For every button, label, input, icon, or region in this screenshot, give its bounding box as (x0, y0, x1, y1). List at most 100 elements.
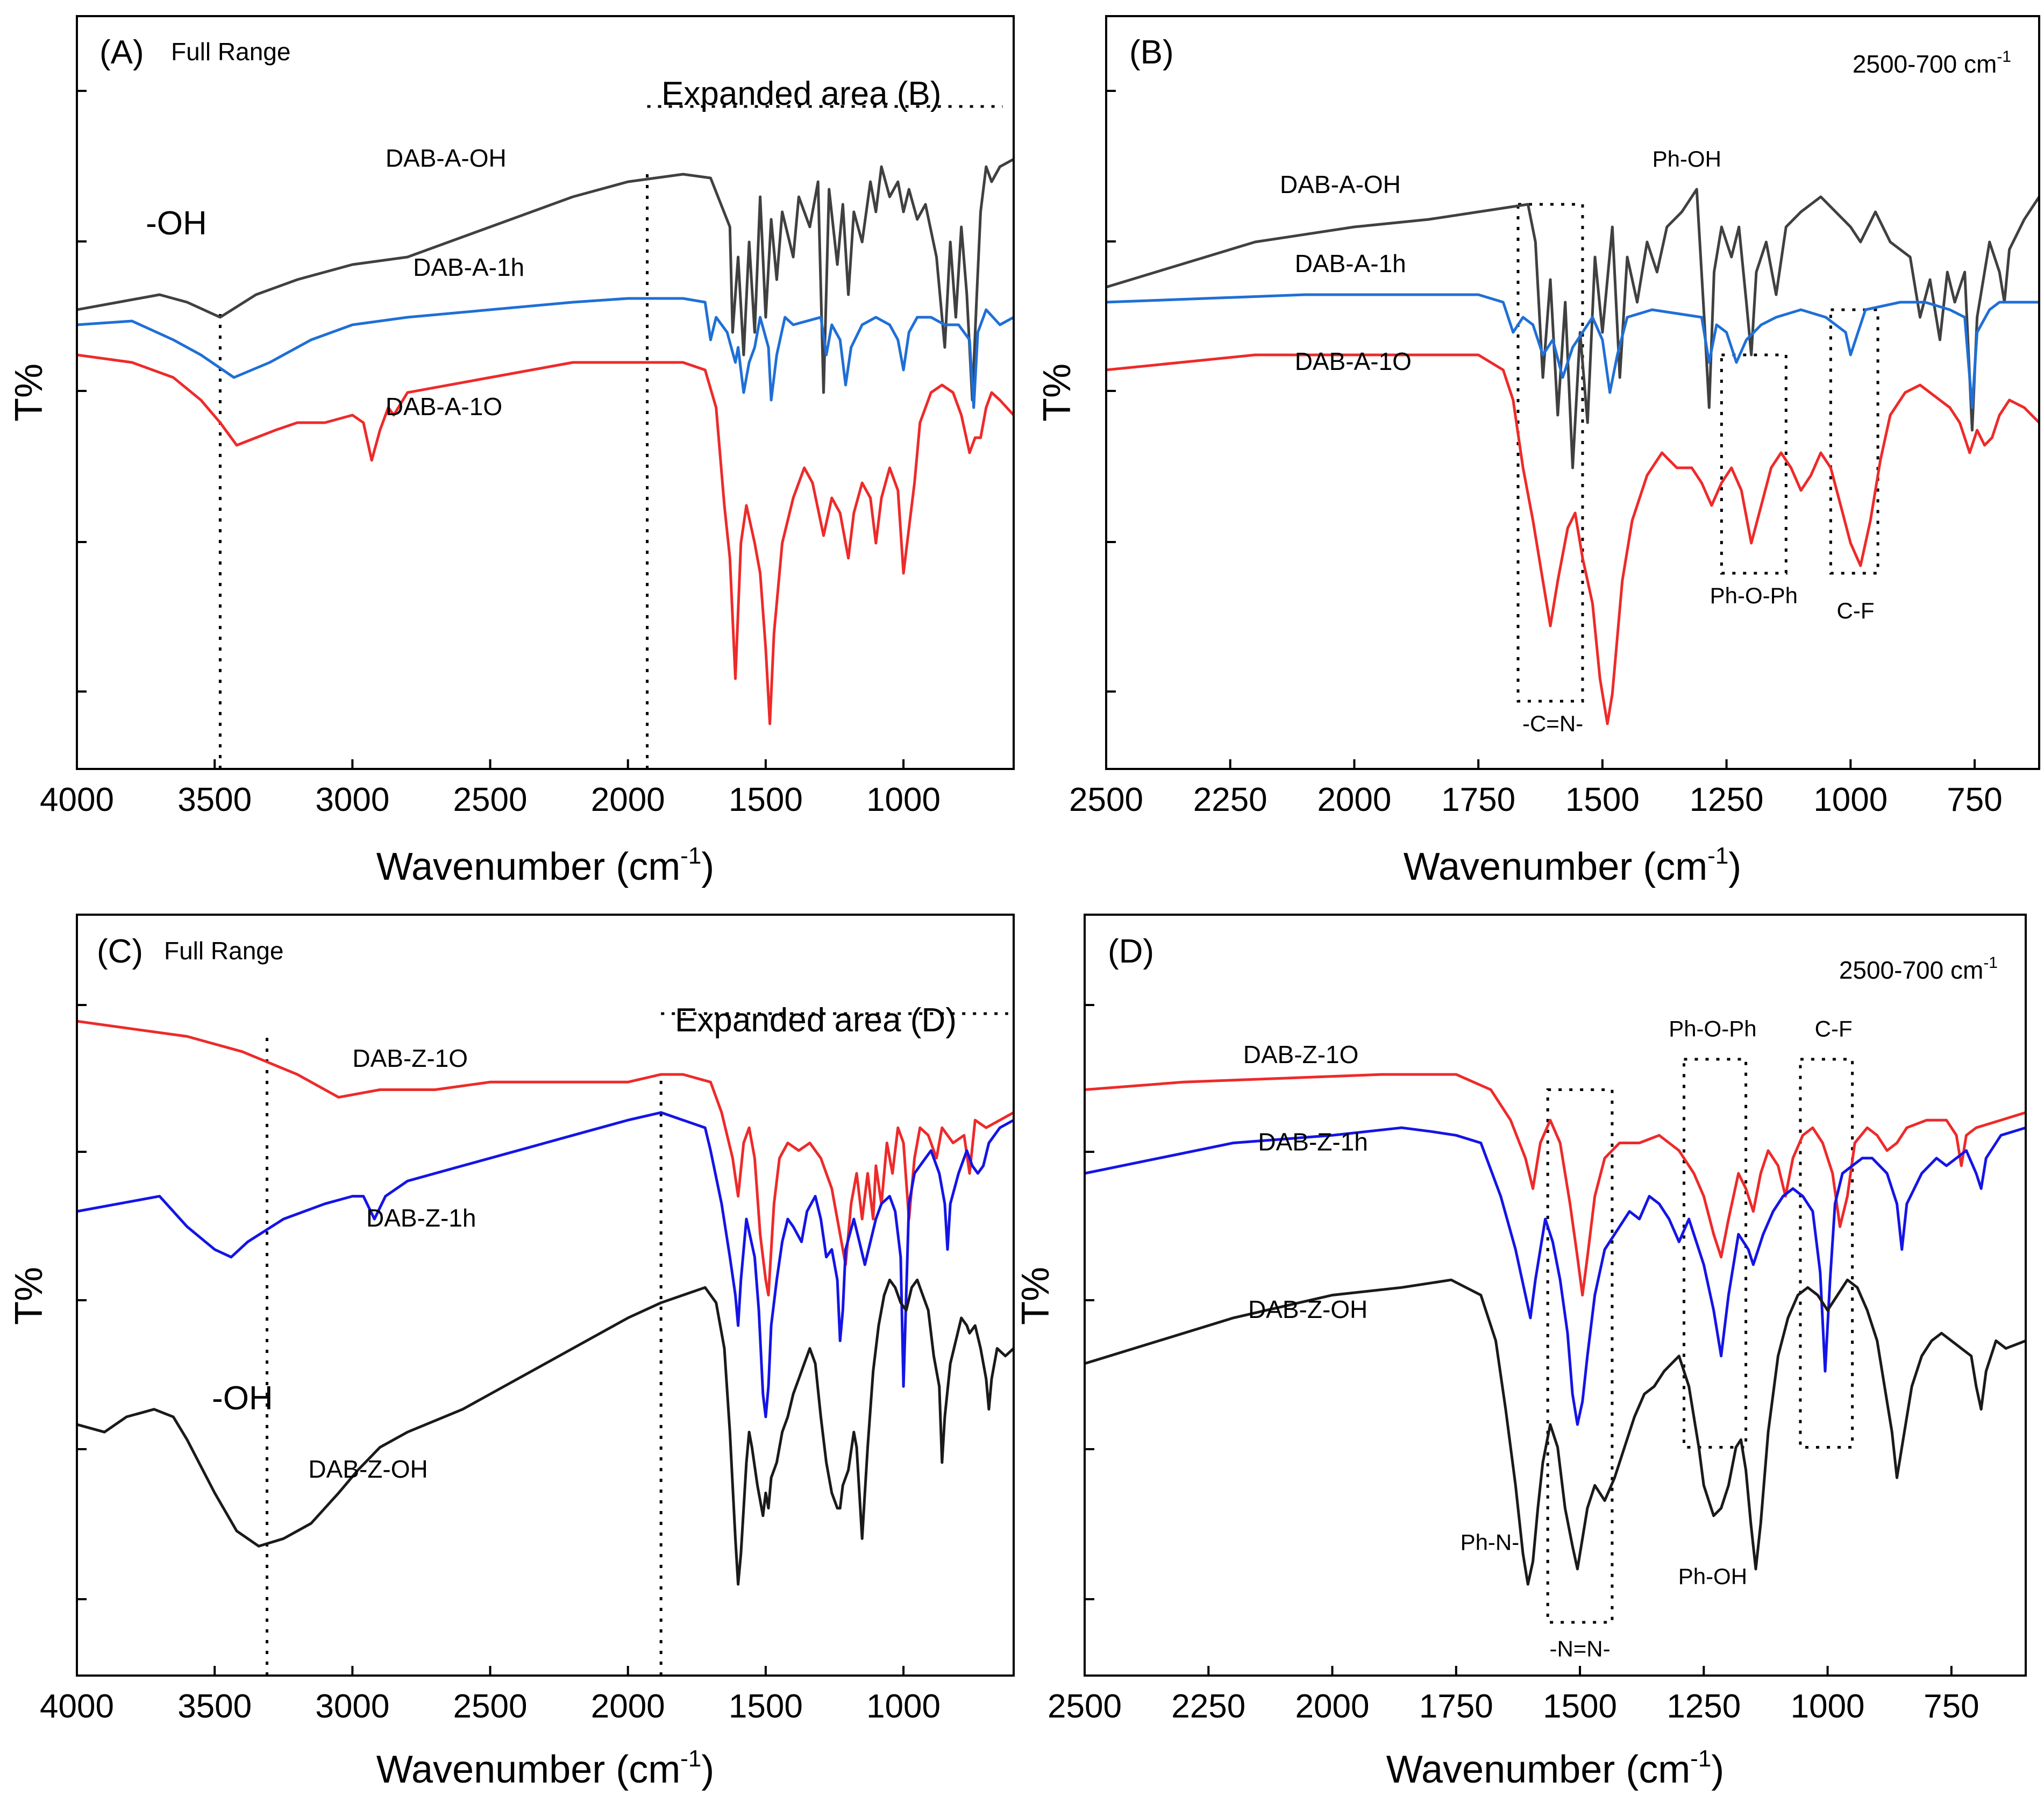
panel-c-series-dab-z-oh (78, 1278, 1013, 1586)
panel-a-sub-label: Full Range (171, 38, 290, 66)
panel-c-plot-frame (76, 914, 1015, 1677)
panel-b-annotation-3: -C=N- (1522, 711, 1583, 736)
panel-a-series-label-1: DAB-A-1h (413, 253, 524, 281)
panel-c-x-tick-label-6: 1000 (866, 1688, 941, 1725)
panel-d-annotation-0: Ph-O-Ph (1669, 1016, 1756, 1041)
panel-b-annotation-2: C-F (1837, 598, 1875, 623)
panel-d-annotation-3: Ph-OH (1678, 1564, 1747, 1589)
panel-b-x-tick-label-6: 1000 (1813, 781, 1888, 818)
panel-d-series-label-0: DAB-Z-1O (1243, 1041, 1359, 1068)
panel-a-label: (A) (99, 34, 144, 71)
panel-b-label: (B) (1129, 34, 1174, 71)
panel-d-annotation-1: C-F (1815, 1016, 1853, 1041)
panel-d-x-axis-title: Wavenumber (cm-1) (1386, 1745, 1725, 1791)
panel-b-annotation-0: Ph-OH (1653, 146, 1721, 172)
panel-a-x-tick-label-2: 3000 (315, 781, 389, 818)
panel-c-series-label-1: DAB-Z-1h (366, 1204, 476, 1232)
panel-d-x-tick-label-1: 2250 (1171, 1688, 1245, 1725)
panel-a-x-tick-label-6: 1000 (866, 781, 941, 818)
panel-a-traces (78, 158, 1013, 725)
panel-a: 4000 3500 3000 2500 2000 1500 1000 (A) Full Ra… (8, 15, 1015, 888)
panel-d-ticks: 2500 2250 2000 1750 1500 1250 1000 750 (1048, 1004, 1979, 1725)
panel-b-x-tick-label-7: 750 (1947, 781, 2002, 818)
panel-c-x-tick-label-1: 3500 (177, 1688, 252, 1725)
panel-b-series-dab-a-oh (1107, 188, 2038, 469)
panel-b-traces (1107, 188, 2038, 725)
panel-d-x-tick-label-7: 750 (1924, 1688, 1979, 1725)
panel-d-sub-label: 2500-700 cm-1 (1839, 954, 1998, 984)
panel-b-x-tick-label-0: 2500 (1069, 781, 1143, 818)
panel-d-plot-frame (1084, 914, 2027, 1677)
panel-d-series-dab-z-1o (1086, 1073, 2025, 1296)
panel-a-x-tick-label-3: 2500 (453, 781, 528, 818)
panel-a-x-axis-title: Wavenumber (cm-1) (376, 843, 715, 888)
panel-b-y-axis-title: T% (1036, 364, 1079, 422)
panel-a-plot-frame (76, 15, 1015, 770)
panel-b-x-tick-label-1: 2250 (1193, 781, 1267, 818)
panel-c-series-dab-z-1h (78, 1111, 1013, 1419)
panel-c-x-tick-label-2: 3000 (315, 1688, 389, 1725)
panel-b-series-label-1: DAB-A-1h (1295, 250, 1406, 277)
panel-a-y-axis-title: T% (8, 364, 51, 422)
panel-c-x-axis-title-main: Wavenumber (cm (376, 1748, 680, 1791)
panel-c-ticks: 4000 3500 3000 2500 2000 1500 1000 (40, 1004, 941, 1725)
panel-a-x-tick-label-1: 3500 (177, 781, 252, 818)
panel-d-sub-label-main: 2500-700 cm (1839, 956, 1984, 984)
panel-b-sub-label-sup: -1 (1997, 48, 2011, 66)
panel-d-series-label-1: DAB-Z-1h (1258, 1128, 1368, 1156)
panel-c-label: (C) (97, 933, 143, 970)
panel-c-series-dab-z-1o (78, 1020, 1013, 1296)
panel-b-x-axis-title-sup: -1 (1707, 843, 1728, 869)
panel-a-x-tick-label-4: 2000 (591, 781, 665, 818)
panel-d-x-tick-label-5: 1250 (1666, 1688, 1741, 1725)
panel-b-x-tick-label-4: 1500 (1565, 781, 1640, 818)
panel-b-region-box-1 (1720, 353, 1787, 575)
panel-c-x-axis-title-sup: -1 (680, 1745, 701, 1772)
panel-a-x-axis-title-main: Wavenumber (cm (376, 845, 680, 888)
panel-d-annotation-4: -N=N- (1549, 1636, 1610, 1662)
panel-b-series-label-0: DAB-A-OH (1280, 170, 1401, 198)
panel-c-x-tick-label-0: 4000 (40, 1688, 114, 1725)
panel-a-series-dab-a-1o (78, 353, 1013, 725)
panel-d: 2500 2250 2000 1750 1500 1250 1000 750 (D) 2500… (1014, 914, 2027, 1791)
panel-a-series-dab-a-oh (78, 158, 1013, 402)
panel-b-region-box-0 (1516, 203, 1584, 703)
panel-b-plot-frame (1105, 15, 2040, 770)
panel-d-sub-label-sup: -1 (1983, 954, 1998, 972)
panel-d-x-axis-title-close: ) (1711, 1748, 1724, 1791)
panel-d-region-box-0 (1546, 1088, 1614, 1624)
panel-b: 2500 2250 2000 1750 1500 1250 1000 750 (B) 2500… (1036, 15, 2040, 888)
panel-b-sub-label: 2500-700 cm-1 (1853, 48, 2011, 78)
panel-a-series-label-2: DAB-A-1O (386, 393, 502, 421)
panel-a-x-tick-label-0: 4000 (40, 781, 114, 818)
panel-a-series-dab-a-1h (78, 297, 1013, 409)
panel-c-expanded-label: Expanded area (D) (675, 1002, 957, 1039)
panel-d-label: (D) (1108, 933, 1154, 970)
panel-d-traces (1086, 1073, 2025, 1586)
panel-b-sub-label-main: 2500-700 cm (1853, 50, 1997, 78)
panel-b-series-label-2: DAB-A-1O (1295, 347, 1412, 375)
panel-d-series-dab-z-oh (1086, 1278, 2025, 1586)
panel-b-annotation-1: Ph-O-Ph (1710, 583, 1798, 608)
panel-a-series-label-0: DAB-A-OH (386, 144, 507, 172)
panel-d-x-tick-label-0: 2500 (1048, 1688, 1122, 1725)
panel-c-x-tick-label-4: 2000 (591, 1688, 665, 1725)
panel-b-x-tick-label-5: 1250 (1690, 781, 1764, 818)
panel-d-annotation-2: Ph-N- (1461, 1530, 1520, 1555)
panel-c-x-axis-title-close: ) (701, 1748, 714, 1791)
panel-d-region-box-2 (1799, 1058, 1854, 1449)
panel-c-x-axis-title: Wavenumber (cm-1) (376, 1745, 715, 1791)
panel-d-x-tick-label-2: 2000 (1295, 1688, 1370, 1725)
panel-c-sub-label: Full Range (164, 937, 283, 965)
panel-d-x-tick-label-3: 1750 (1419, 1688, 1493, 1725)
panel-a-annotation-0: -OH (146, 205, 207, 242)
panel-d-x-tick-label-6: 1000 (1791, 1688, 1865, 1725)
panel-c-traces (78, 1020, 1013, 1586)
panel-b-x-tick-label-2: 2000 (1317, 781, 1391, 818)
panel-a-x-axis-title-close: ) (701, 845, 714, 888)
panel-c-series-label-0: DAB-Z-1O (352, 1044, 468, 1072)
panel-c-x-tick-label-3: 2500 (453, 1688, 528, 1725)
panel-c-x-tick-label-5: 1500 (729, 1688, 803, 1725)
panel-c-series-label-2: DAB-Z-OH (308, 1455, 428, 1483)
